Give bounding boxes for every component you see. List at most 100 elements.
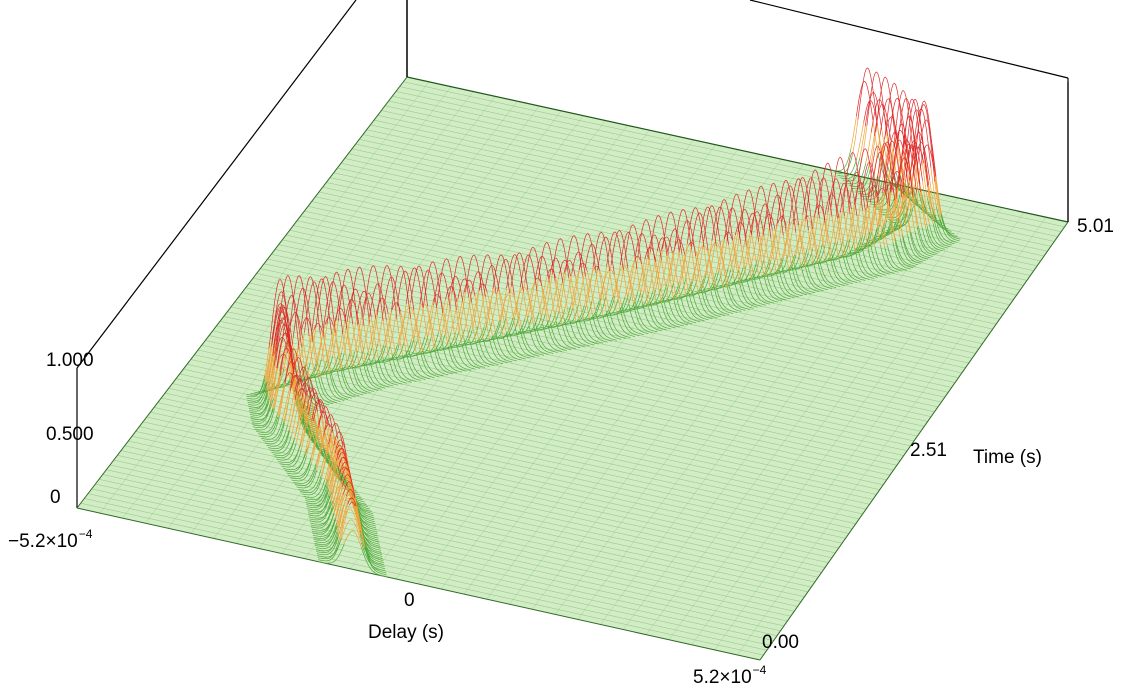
ridge-segment — [864, 117, 867, 127]
ridge-segment — [883, 267, 885, 270]
ridge-segment — [896, 112, 899, 124]
ridge-segment — [862, 276, 865, 279]
mesh-row-line — [124, 445, 805, 597]
ridge-segment — [905, 144, 908, 156]
ridge-segment — [925, 219, 928, 227]
ridge-segment — [912, 184, 915, 192]
ridge-segment — [848, 228, 851, 236]
ridge-segment — [948, 234, 951, 237]
mesh-row-line — [362, 134, 1027, 281]
ridge-segment — [928, 116, 931, 127]
ridge-segment — [859, 137, 862, 146]
ridge-segment — [914, 261, 917, 263]
ridge-segment — [917, 152, 921, 162]
ridge-segment — [894, 82, 897, 86]
ridge-segment — [901, 103, 904, 111]
ridge-segment — [906, 132, 909, 145]
ridge-segment — [881, 251, 884, 257]
ridge-segment — [912, 238, 915, 243]
ridge-segment — [881, 187, 883, 190]
ridge-segment — [918, 245, 921, 249]
mesh-row-line — [399, 86, 1062, 232]
ridge-segment — [904, 261, 907, 263]
ridge-segment — [817, 187, 820, 196]
ridge-segment — [924, 237, 927, 242]
ridge-segment — [887, 141, 890, 144]
ridge-segment — [902, 179, 905, 193]
ridge-segment — [932, 245, 935, 248]
ridge-segment — [858, 175, 861, 187]
ridge-segment — [900, 218, 903, 224]
ridge-segment — [928, 205, 931, 211]
ridge-segment — [918, 190, 921, 198]
ridge-segment — [952, 240, 955, 242]
ridge-segment — [798, 266, 801, 269]
ridge-segment — [933, 249, 935, 251]
mesh-row-line — [366, 129, 1031, 276]
ridge-segment — [823, 229, 826, 238]
ridge-segment — [894, 99, 897, 104]
ridge-segment — [907, 195, 910, 198]
ridge-segment — [916, 113, 919, 124]
ridge-segment — [828, 209, 831, 221]
ridge-segment — [932, 153, 935, 166]
ridge-segment — [922, 257, 924, 259]
ridge-segment — [857, 250, 861, 257]
ridge-segment — [810, 231, 813, 240]
ridge-segment — [893, 151, 896, 160]
ridge-segment — [890, 169, 894, 180]
ridge-segment — [885, 147, 889, 158]
ridge-segment — [945, 244, 948, 247]
ridge-segment — [881, 153, 884, 159]
ridge-segment — [850, 154, 853, 161]
ridge-segment — [866, 247, 868, 249]
ridge-segment — [928, 252, 930, 254]
ridge-segment — [884, 142, 887, 145]
ridge-segment — [917, 111, 920, 117]
ridge-segment — [934, 214, 938, 222]
ridge-segment — [851, 271, 854, 274]
ridge-segment — [895, 225, 898, 229]
ridge-segment — [901, 222, 904, 226]
ridge-segment — [928, 238, 931, 242]
ridge-segment — [915, 236, 918, 242]
ridge-segment — [925, 174, 929, 187]
ridge-segment — [911, 249, 914, 253]
ridge-segment — [920, 151, 923, 157]
ridge-segment — [881, 174, 884, 182]
ridge-segment — [870, 259, 873, 265]
ridge-segment — [874, 163, 877, 172]
ridge-segment — [823, 177, 826, 180]
ridge-segment — [897, 148, 900, 159]
ridge-segment — [888, 195, 891, 207]
ridge-segment — [920, 207, 923, 210]
ridge-segment — [848, 157, 851, 165]
ridge-segment — [914, 172, 918, 183]
ridge-segment — [905, 226, 908, 235]
ridge-segment — [899, 256, 902, 260]
ridge-segment — [929, 217, 932, 220]
right-floor-edge — [759, 221, 1069, 661]
ridge-segment — [895, 211, 898, 222]
ridge-segment — [890, 104, 893, 111]
ridge-segment — [837, 218, 840, 230]
ridge-segment — [914, 141, 917, 154]
ridge-segment — [867, 266, 870, 270]
ridge-segment — [927, 198, 930, 206]
ridge-segment — [689, 320, 691, 322]
ridge-segment — [833, 260, 836, 266]
ridge-segment — [844, 280, 846, 282]
ridge-segment — [872, 92, 874, 94]
ridge-segment — [817, 260, 820, 263]
ridge-segment — [897, 266, 899, 268]
mesh-row-line — [84, 498, 767, 651]
ridge-segment — [933, 169, 936, 183]
ridge-segment — [920, 256, 923, 258]
ridge-segment — [859, 266, 862, 271]
ridge-segment — [889, 232, 892, 235]
ridge-segment — [892, 118, 895, 122]
ridge-segment — [873, 151, 876, 159]
ridge-segment — [918, 212, 922, 221]
ridge-segment — [941, 214, 944, 221]
